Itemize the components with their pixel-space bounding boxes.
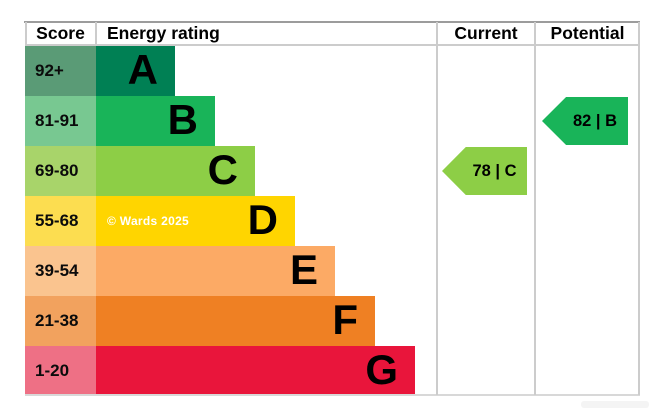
table-top-border — [24, 21, 640, 23]
table-right-border — [638, 22, 640, 395]
header-underline — [25, 44, 639, 46]
score-range-d: 55-68 — [25, 196, 96, 246]
score-range-b: 81-91 — [25, 96, 96, 146]
band-row-d: D — [96, 196, 437, 246]
band-bar-c: C — [96, 146, 255, 196]
band-row-e: E — [96, 246, 437, 296]
band-bar-a: A — [96, 46, 175, 96]
header-left-border — [25, 22, 27, 45]
score-header: Score — [36, 23, 85, 43]
copyright-watermark: © Wards 2025 — [107, 214, 190, 228]
potential-column-divider — [534, 22, 536, 395]
potential-column: Potential 82 | B — [535, 22, 640, 396]
score-range-g: 1-20 — [25, 346, 96, 396]
footer-watermark — [581, 401, 649, 408]
potential-rating-label: 82 | B — [572, 111, 618, 130]
band-row-a: A — [96, 46, 437, 96]
score-range-e: 39-54 — [25, 246, 96, 296]
epc-table: Score 92+ 81-91 69-80 55-68 39-54 21-38 … — [25, 22, 640, 396]
band-bar-b: B — [96, 96, 215, 146]
current-column-divider — [436, 22, 438, 395]
band-letter-g: G — [365, 346, 398, 393]
current-rating-arrow: 78 | C — [442, 147, 527, 195]
band-letter-a: A — [127, 46, 158, 93]
band-bar-e: E — [96, 246, 335, 296]
potential-rating-arrow: 82 | B — [542, 97, 628, 145]
band-bar-f: F — [96, 296, 375, 346]
energy-rating-column: Energy rating A B C D E F G © Wards 2025 — [96, 22, 437, 396]
band-letter-b: B — [167, 96, 198, 143]
band-letter-c: C — [207, 146, 238, 193]
energy-rating-header: Energy rating — [107, 23, 220, 43]
current-header: Current — [454, 23, 518, 43]
band-row-f: F — [96, 296, 437, 346]
band-row-b: B — [96, 96, 437, 146]
table-bottom-border — [25, 394, 640, 396]
band-row-g: G — [96, 346, 437, 396]
score-header-divider — [95, 22, 97, 45]
band-bar-g: G — [96, 346, 415, 396]
score-range-f: 21-38 — [25, 296, 96, 346]
band-row-c: C — [96, 146, 437, 196]
score-range-c: 69-80 — [25, 146, 96, 196]
potential-header: Potential — [550, 23, 625, 43]
band-letter-f: F — [332, 296, 358, 343]
score-column: Score 92+ 81-91 69-80 55-68 39-54 21-38 … — [25, 22, 96, 396]
score-range-a: 92+ — [25, 46, 96, 96]
band-bar-d: D — [96, 196, 295, 246]
current-rating-label: 78 | C — [472, 161, 517, 180]
band-letter-d: D — [247, 196, 278, 243]
band-letter-e: E — [289, 246, 318, 293]
current-column: Current 78 | C — [437, 22, 535, 396]
